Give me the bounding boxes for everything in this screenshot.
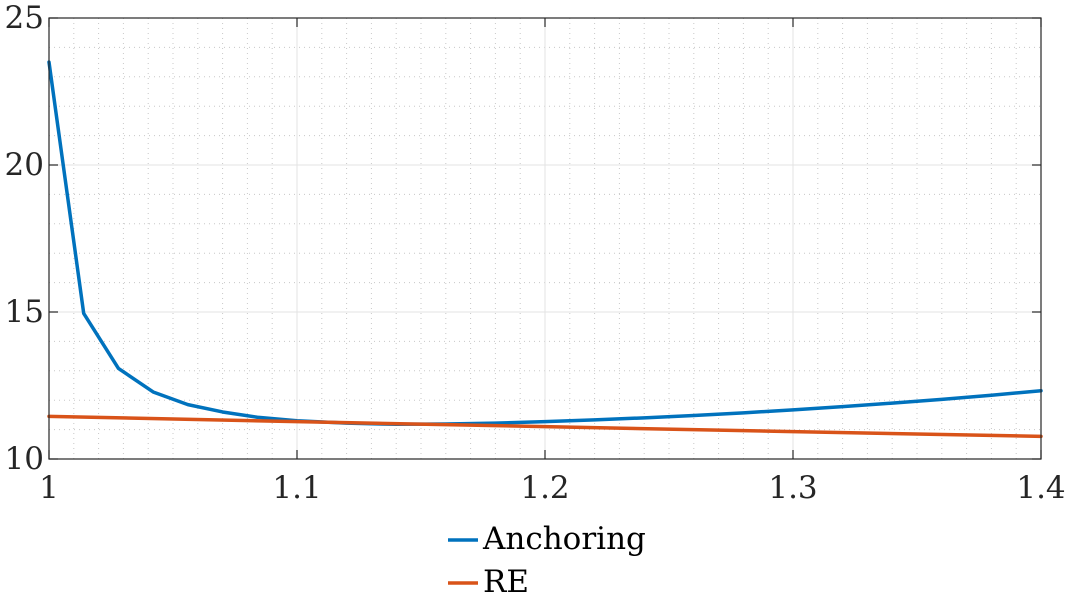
x-tick-label: 1.4 (1016, 470, 1065, 506)
y-tick-label: 20 (5, 147, 44, 183)
legend-label-re: RE (483, 564, 529, 600)
legend: Anchoring RE (448, 521, 646, 600)
x-tick-label: 1.1 (272, 470, 321, 506)
x-tick-label: 1 (39, 470, 59, 506)
y-tick-label: 15 (5, 294, 44, 330)
series-line-anchoring (47, 60, 1043, 427)
y-tick-label: 10 (5, 441, 44, 477)
x-tick-labels: 1 1.1 1.2 1.3 1.4 (39, 470, 1066, 506)
y-tick-labels: 10 15 20 25 (5, 0, 44, 477)
series-line-re (47, 414, 1043, 439)
tick-marks (48, 17, 1042, 460)
series-layer (47, 60, 1043, 439)
legend-label-anchoring: Anchoring (482, 521, 646, 557)
x-tick-label: 1.2 (520, 470, 569, 506)
x-tick-label: 1.3 (768, 470, 817, 506)
y-tick-label: 25 (5, 0, 44, 36)
